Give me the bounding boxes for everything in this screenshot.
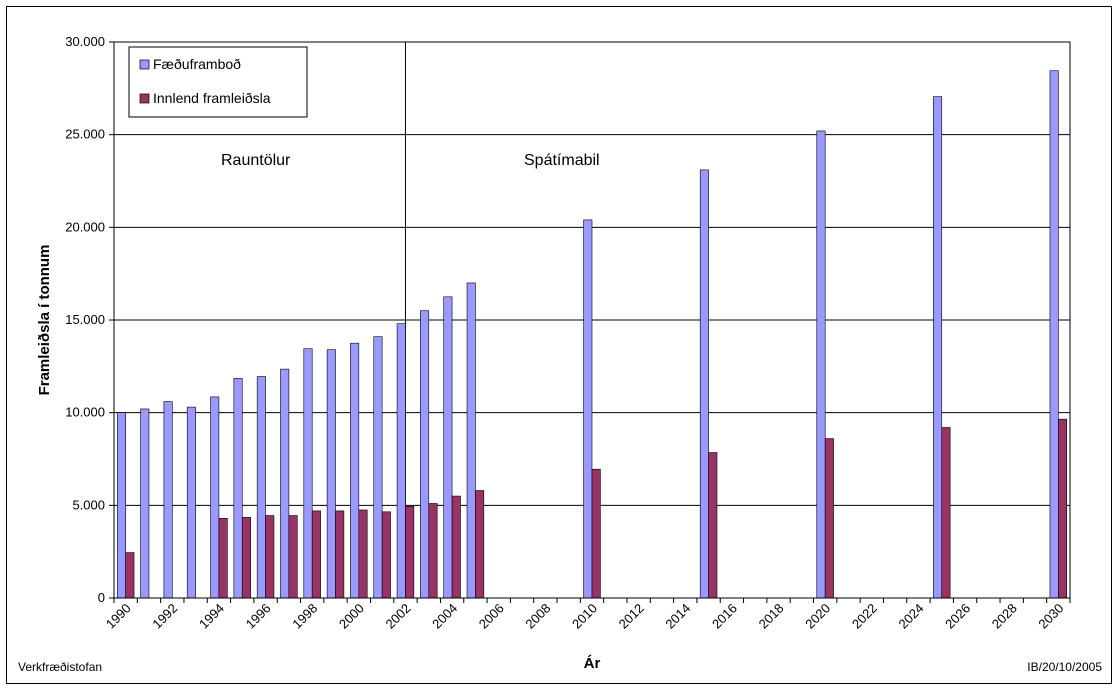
annotation-spatimabil: Spátímabil <box>524 152 600 169</box>
bar-faeduframbod-1992 <box>163 401 173 599</box>
bar-faeduframbod-2010 <box>583 219 593 599</box>
x-tick-label: 1992 <box>149 601 180 632</box>
bar-innlend-framleidsla-2000 <box>358 509 368 599</box>
x-axis-title: Ár <box>584 655 601 672</box>
bar-faeduframbod-1993 <box>186 406 196 599</box>
annotation-rauntolur: Rauntölur <box>221 152 291 169</box>
x-tick-label: 1990 <box>103 601 134 632</box>
y-tick-label: 20.000 <box>65 219 105 234</box>
bar-faeduframbod-1991 <box>140 408 150 599</box>
bar-innlend-framleidsla-1996 <box>265 515 275 599</box>
x-tick-label: 2000 <box>336 601 367 632</box>
legend: Fæðuframboð Innlend framleiðsla <box>128 46 308 118</box>
bar-innlend-framleidsla-2003 <box>428 503 438 599</box>
bar-innlend-framleidsla-1990 <box>125 552 135 599</box>
bar-faeduframbod-2025 <box>933 96 943 599</box>
y-axis-ticks: 0 5.000 10.000 15.000 20.000 25.000 30.000 <box>65 34 114 605</box>
footer-right: IB/20/10/2005 <box>1027 660 1102 674</box>
x-tick-label: 1998 <box>289 601 320 632</box>
bar-faeduframbod-1999 <box>326 349 336 599</box>
bar-innlend-framleidsla-2005 <box>475 490 485 599</box>
bar-faeduframbod-2030 <box>1049 70 1059 599</box>
bar-faeduframbod-2000 <box>350 342 360 599</box>
legend-box <box>128 46 308 118</box>
y-tick-label: 15.000 <box>65 312 105 327</box>
bar-innlend-framleidsla-1994 <box>218 518 228 599</box>
bar-faeduframbod-2004 <box>443 296 453 599</box>
bar-innlend-framleidsla-2002 <box>405 505 415 599</box>
y-tick-label: 5.000 <box>72 497 105 512</box>
x-tick-label: 2018 <box>756 601 787 632</box>
x-tick-label: 2016 <box>709 601 740 632</box>
bar-faeduframbod-2003 <box>420 310 430 599</box>
bar-faeduframbod-1994 <box>210 396 220 599</box>
bar-faeduframbod-1997 <box>280 368 290 599</box>
x-tick-label: 2006 <box>476 601 507 632</box>
x-tick-label: 2020 <box>802 601 833 632</box>
bar-faeduframbod-1996 <box>256 376 266 599</box>
x-tick-label: 2004 <box>429 601 460 632</box>
x-tick-label: 2024 <box>896 601 927 632</box>
bar-faeduframbod-1998 <box>303 348 313 599</box>
x-tick-label: 2008 <box>522 601 553 632</box>
x-tick-label: 1996 <box>243 601 274 632</box>
bar-innlend-framleidsla-1998 <box>311 510 321 599</box>
x-tick-label: 2002 <box>383 601 414 632</box>
footer-left: Verkfræðistofan <box>18 660 102 674</box>
bar-faeduframbod-2001 <box>373 336 383 599</box>
bar-innlend-framleidsla-2015 <box>708 452 718 599</box>
bar-faeduframbod-2002 <box>396 323 406 599</box>
x-tick-label: 2026 <box>942 601 973 632</box>
bar-innlend-framleidsla-1997 <box>288 515 298 599</box>
bar-faeduframbod-1995 <box>233 378 243 599</box>
bar-innlend-framleidsla-2020 <box>824 438 834 599</box>
legend-swatch-faeduframbod <box>139 59 150 70</box>
x-tick-label: 2014 <box>662 601 693 632</box>
bar-innlend-framleidsla-2004 <box>451 495 461 599</box>
x-tick-label: 2010 <box>569 601 600 632</box>
bar-innlend-framleidsla-2010 <box>591 468 601 599</box>
legend-label-faeduframbod: Fæðuframboð <box>153 56 241 72</box>
x-tick-label: 2022 <box>849 601 880 632</box>
y-tick-label: 25.000 <box>65 127 105 142</box>
y-tick-label: 0 <box>98 590 105 605</box>
x-axis-ticks: 1990 1992 1994 1996 1998 2000 2002 2004 2006 2008… <box>103 598 1071 632</box>
y-axis-title: Framleiðsla í tonnum <box>36 245 53 396</box>
bar-faeduframbod-2005 <box>466 282 476 599</box>
bar-faeduframbod-2020 <box>816 130 826 599</box>
x-tick-label: 2030 <box>1035 601 1066 632</box>
bar-faeduframbod-1990 <box>116 412 126 599</box>
x-tick-label: 1994 <box>196 601 227 632</box>
bar-innlend-framleidsla-2030 <box>1058 418 1068 599</box>
bar-innlend-framleidsla-1999 <box>335 510 345 599</box>
legend-swatch-innlend-framleidsla <box>139 93 150 104</box>
bar-faeduframbod-2015 <box>699 169 709 599</box>
bar-innlend-framleidsla-2001 <box>381 511 391 599</box>
bar-innlend-framleidsla-2025 <box>941 427 951 599</box>
y-tick-label: 10.000 <box>65 405 105 420</box>
legend-label-innlend-framleidsla: Innlend framleiðsla <box>153 90 271 106</box>
x-tick-label: 2012 <box>616 601 647 632</box>
x-tick-label: 2028 <box>989 601 1020 632</box>
bars <box>116 70 1068 599</box>
bar-innlend-framleidsla-1995 <box>241 517 251 599</box>
y-tick-label: 30.000 <box>65 34 105 49</box>
